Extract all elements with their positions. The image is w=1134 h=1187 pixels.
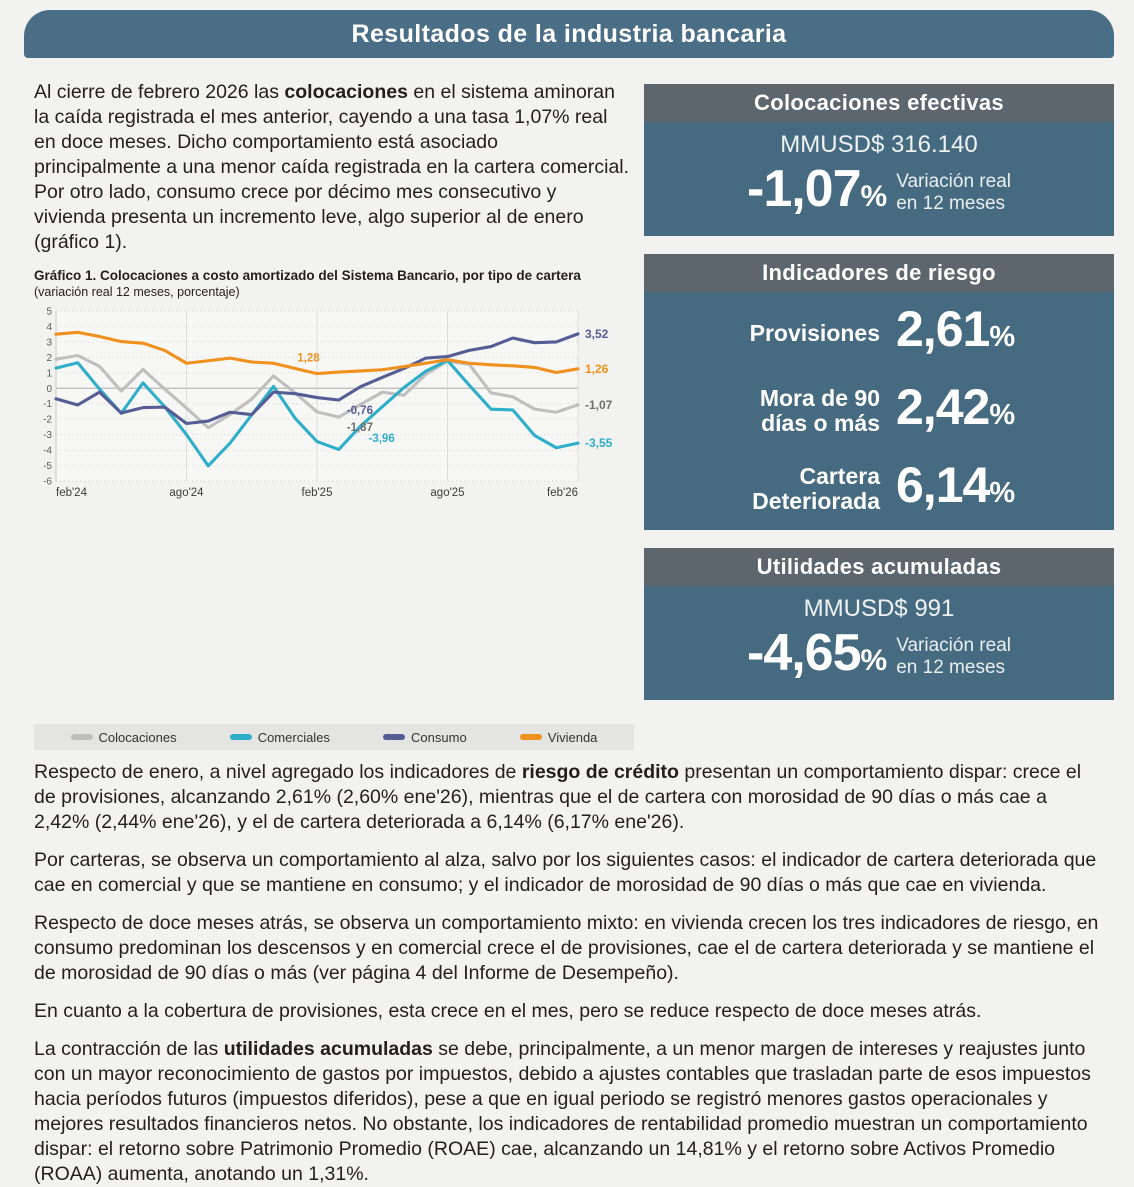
content-area: Colocaciones efectivas MMUSD$ 316.140 -1… (0, 66, 1134, 1185)
y-axis-tick-label: -1 (43, 399, 52, 410)
x-axis-tick-label: feb'26 (547, 487, 578, 499)
legend-label: Vivienda (547, 729, 598, 745)
card-big-value: -4,65% (747, 624, 887, 682)
card-title: Colocaciones efectivas (754, 90, 1004, 115)
paragraph-5: En cuanto a la cobertura de provisiones,… (34, 999, 1104, 1024)
paragraph-2: Respecto de enero, a nivel agregado los … (34, 760, 1104, 835)
risk-label: Mora de 90 días o más (759, 385, 880, 436)
card-header: Colocaciones efectivas (644, 84, 1114, 122)
chart-plot-area: 5 4 3 2 1 0 -1 -2 -3 -4 -5 -6 feb'24 ago'24 feb'25 ago'… (34, 303, 634, 503)
card-indicadores-de-riesgo: Indicadores de riesgo Provisiones 2,61% … (644, 254, 1114, 530)
metrics-rail: Colocaciones efectivas MMUSD$ 316.140 -1… (644, 84, 1114, 718)
text-run: En cuanto a la cobertura de provisiones,… (34, 1000, 982, 1022)
card-header: Indicadores de riesgo (644, 254, 1114, 292)
y-axis-tick-label: 2 (46, 353, 52, 364)
chart-title: Gráfico 1. Colocaciones a costo amortiza… (34, 268, 581, 283)
y-axis-tick-label: 5 (46, 307, 52, 318)
y-axis-tick-label: -6 (43, 477, 52, 488)
emphasis-text: utilidades acumuladas (223, 1038, 433, 1060)
series-line-consumo (54, 332, 580, 426)
text-run: se debe, principalmente, a un menor marg… (34, 1038, 1091, 1185)
paragraph-4: Respecto de doce meses atrás, se observa… (34, 911, 1104, 986)
y-axis-tick-label: 0 (46, 384, 52, 395)
text-run: en el sistema aminoran la caída registra… (34, 81, 630, 253)
card-variation-label: Variación real en 12 meses (896, 635, 1011, 678)
x-axis-tick-label: feb'24 (56, 487, 88, 499)
legend-label: Comerciales (257, 729, 330, 745)
paragraph-3: Por carteras, se observa un comportamien… (34, 848, 1104, 898)
legend-item-vivienda[interactable]: Vivienda (519, 729, 598, 745)
risk-value: 6,14% (896, 457, 1015, 513)
y-axis-tick-label: -3 (43, 430, 52, 441)
y-axis-tick-label: 1 (46, 368, 52, 379)
paragraph-6: La contracción de las utilidades acumula… (34, 1037, 1104, 1187)
card-variation-row: -1,07% Variación real en 12 meses (644, 162, 1114, 226)
series-line-comerciales (54, 358, 580, 468)
legend-label: Colocaciones (98, 729, 177, 745)
chart-svg: 5 4 3 2 1 0 -1 -2 -3 -4 -5 -6 feb'24 ago'24 feb'25 ago'… (43, 307, 613, 500)
page-title-banner: Resultados de la industria bancaria (24, 10, 1114, 58)
y-axis-tick-label: -5 (43, 461, 52, 472)
series-mid-label-colocaciones: -1,87 (347, 422, 373, 434)
risk-row-mora-90-dias: Mora de 90 días o más 2,42% (648, 374, 1110, 448)
series-mid-label-consumo: -0,76 (347, 405, 373, 417)
emphasis-text: riesgo de crédito (521, 761, 679, 783)
page-title: Resultados de la industria bancaria (351, 19, 787, 48)
chart-subtitle: (variación real 12 meses, porcentaje) (34, 285, 240, 299)
risk-value: 2,42% (896, 379, 1015, 435)
legend-item-consumo[interactable]: Consumo (383, 730, 467, 745)
text-run: Al cierre de febrero 2026 las (34, 81, 285, 103)
series-end-label-consumo: 3,52 (585, 327, 609, 341)
series-end-label-vivienda: 1,26 (585, 362, 609, 376)
x-axis-tick-label: ago'24 (169, 487, 204, 499)
emphasis-text: colocaciones (284, 81, 408, 103)
series-end-label-colocaciones: -1,07 (585, 398, 613, 412)
chart-figure: Gráfico 1. Colocaciones a costo amortiza… (34, 268, 634, 750)
legend-label: Consumo (411, 729, 467, 745)
risk-row-provisiones: Provisiones 2,61% (648, 296, 1110, 370)
card-variation-row: -4,65% Variación real en 12 meses (644, 626, 1114, 690)
paragraph-1: Al cierre de febrero 2026 las colocacion… (34, 80, 1104, 255)
y-axis-tick-label: -2 (43, 415, 52, 426)
legend-item-colocaciones[interactable]: Colocaciones (70, 729, 177, 745)
risk-value: 2,61% (896, 301, 1015, 357)
card-colocaciones-efectivas: Colocaciones efectivas MMUSD$ 316.140 -1… (644, 84, 1114, 236)
card-body: MMUSD$ 991 -4,65% Variación real en 12 m… (644, 586, 1114, 700)
card-header: Utilidades acumuladas (644, 548, 1114, 586)
card-variation-label: Variación real en 12 meses (896, 171, 1011, 214)
y-axis-tick-label: 3 (46, 337, 52, 348)
text-run: La contracción de las (34, 1038, 224, 1060)
series-line-colocaciones (54, 353, 580, 430)
card-title: Utilidades acumuladas (756, 554, 1002, 579)
series-end-label-comerciales: -3,55 (585, 436, 613, 450)
text-run: Respecto de enero, a nivel agregado los … (34, 761, 522, 783)
x-axis-tick-label: feb'25 (302, 487, 333, 499)
card-amount: MMUSD$ 316.140 (780, 131, 978, 158)
card-big-value: -1,07% (747, 160, 887, 218)
text-run: Por carteras, se observa un comportamien… (34, 849, 1097, 896)
legend-swatch-icon (70, 734, 93, 740)
y-axis-tick-label: 4 (46, 322, 52, 333)
text-run: presentan un comportamiento dispar: crec… (34, 761, 1082, 833)
chart-legend: Colocaciones Comerciales Consumo Vivienda (34, 724, 634, 750)
card-utilidades-acumuladas: Utilidades acumuladas MMUSD$ 991 -4,65% … (644, 548, 1114, 700)
card-amount: MMUSD$ 991 (803, 595, 955, 622)
x-axis-tick-label: ago'25 (430, 487, 464, 499)
text-run: Respecto de doce meses atrás, se observa… (34, 912, 1099, 984)
series-line-vivienda (54, 330, 580, 376)
card-title: Indicadores de riesgo (762, 260, 996, 285)
card-body: MMUSD$ 316.140 -1,07% Variación real en … (644, 122, 1114, 236)
legend-swatch-icon (229, 734, 252, 740)
y-axis-tick-label: -4 (43, 446, 52, 457)
risk-row-cartera-deteriorada: Cartera Deteriorada 6,14% (648, 452, 1110, 526)
legend-item-comerciales[interactable]: Comerciales (229, 729, 330, 745)
article-body: Al cierre de febrero 2026 las colocacion… (0, 66, 1134, 1187)
legend-swatch-icon (383, 734, 406, 740)
series-mid-label-comerciales: -3,96 (369, 433, 395, 445)
series-mid-label-vivienda: 1,28 (297, 352, 320, 364)
risk-label: Cartera Deteriorada (752, 463, 880, 514)
legend-swatch-icon (519, 734, 542, 740)
risk-label: Provisiones (749, 319, 880, 346)
risk-rows-container: Provisiones 2,61% Mora de 90 días o más … (644, 292, 1114, 530)
